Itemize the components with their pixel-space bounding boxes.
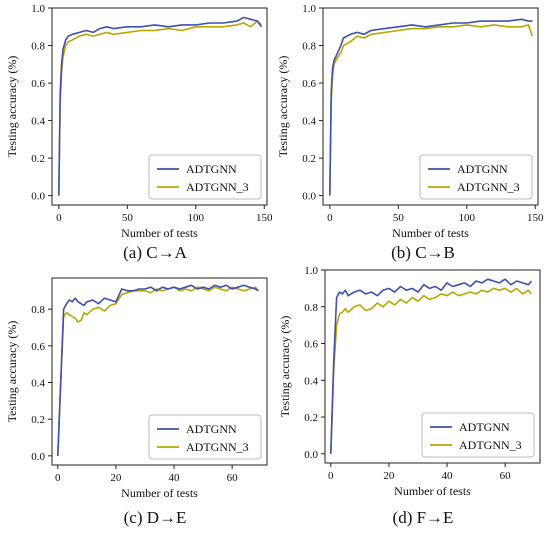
chart-panel-3: 0 20 40 60 0.0 0.2 0.4 0.6 0.8 Number of tests Tes… — [5, 277, 268, 527]
y-tick-label: 0.4 — [31, 378, 45, 390]
y-tick-label: 0.4 — [302, 116, 316, 128]
legend-label: ADTGNN — [459, 420, 510, 434]
chart-panel-4: 0 20 40 60 0.0 0.2 0.4 0.6 0.8 1.0 Number of tests… — [278, 265, 541, 527]
legend-box — [148, 414, 262, 460]
x-axis-label: Number of tests — [394, 484, 471, 498]
chart-panel-2: 0 50 100 150 0.0 0.2 0.4 0.6 0.8 1.0 Number of tes… — [276, 3, 544, 262]
legend-label: ADTGNN_3 — [459, 438, 522, 452]
y-tick-label: 0.0 — [31, 191, 45, 203]
y-tick-label: 0.6 — [302, 78, 316, 90]
x-tick-label: 60 — [500, 470, 512, 482]
x-tick-label: 100 — [188, 212, 205, 224]
y-tick-label: 0.8 — [31, 41, 45, 53]
x-tick-label: 150 — [527, 212, 544, 224]
x-tick-label: 0 — [56, 212, 62, 224]
plot-frame — [324, 269, 541, 464]
y-tick-label: 0.6 — [31, 341, 45, 353]
y-tick-label: 0.8 — [31, 304, 45, 316]
x-tick-label: 0 — [328, 470, 334, 482]
y-tick-label: 0.0 — [302, 191, 316, 203]
series-line-adtgnn — [58, 16, 263, 196]
y-axis-label: Testing accuracy (%) — [5, 321, 19, 423]
legend-label: ADTGNN_3 — [186, 440, 249, 454]
x-axis-label: Number of tests — [121, 226, 198, 240]
series-line-adtgnn_3 — [58, 20, 263, 196]
y-tick-label: 0.6 — [31, 78, 45, 90]
legend-label: ADTGNN — [457, 162, 508, 176]
y-tick-label: 0.8 — [302, 41, 316, 53]
x-tick-label: 50 — [122, 212, 134, 224]
plot-frame — [322, 7, 539, 206]
legend-box — [419, 154, 533, 200]
y-tick-label: 1.0 — [302, 3, 316, 15]
legend: ADTGNN ADTGNN_3 — [419, 154, 533, 200]
x-tick-label: 60 — [227, 472, 239, 484]
x-tick-label: 20 — [110, 472, 122, 484]
legend: ADTGNN ADTGNN_3 — [148, 414, 262, 460]
legend-box — [421, 412, 535, 458]
panel-caption: (d) F→E — [393, 508, 454, 527]
legend-label: ADTGNN_3 — [457, 180, 520, 194]
y-tick-label: 0.0 — [31, 451, 45, 463]
y-tick-label: 0.8 — [304, 302, 318, 314]
series-line-adtgnn_3 — [57, 286, 259, 456]
y-tick-label: 0.2 — [302, 153, 316, 165]
series-line-adtgnn_3 — [329, 24, 534, 196]
legend-label: ADTGNN — [186, 162, 237, 176]
legend-label: ADTGNN — [186, 422, 237, 436]
legend-label: ADTGNN_3 — [186, 180, 249, 194]
x-axis-label: Number of tests — [392, 226, 469, 240]
panel-caption: (a) C→A — [123, 243, 187, 262]
plot-frame — [51, 7, 268, 206]
series-line-adtgnn_3 — [330, 287, 532, 454]
y-tick-label: 0.0 — [304, 449, 318, 461]
chart-panel-1: 0 50 100 150 0.0 0.2 0.4 0.6 0.8 1.0 Number of tes… — [5, 3, 273, 262]
plot-frame — [51, 277, 268, 466]
x-tick-label: 20 — [383, 470, 395, 482]
panel-caption: (b) C→B — [391, 243, 455, 262]
y-axis-label: Testing accuracy (%) — [278, 316, 292, 418]
y-tick-label: 1.0 — [304, 265, 318, 277]
y-tick-label: 1.0 — [31, 3, 45, 15]
x-tick-label: 50 — [393, 212, 405, 224]
x-tick-label: 40 — [169, 472, 181, 484]
y-tick-label: 0.2 — [31, 153, 45, 165]
y-tick-label: 0.4 — [304, 375, 318, 387]
y-tick-label: 0.2 — [31, 414, 45, 426]
y-tick-label: 0.6 — [304, 339, 318, 351]
x-tick-label: 0 — [327, 212, 333, 224]
y-axis-label: Testing accuracy (%) — [276, 56, 290, 158]
series-line-adtgnn — [330, 278, 532, 454]
y-tick-label: 0.4 — [31, 116, 45, 128]
x-tick-label: 150 — [256, 212, 273, 224]
series-line-adtgnn — [57, 284, 259, 456]
y-tick-label: 0.2 — [304, 412, 318, 424]
panel-caption: (c) D→E — [124, 508, 187, 527]
legend: ADTGNN ADTGNN_3 — [148, 154, 262, 200]
x-tick-label: 0 — [55, 472, 61, 484]
x-tick-label: 40 — [442, 470, 454, 482]
y-axis-label: Testing accuracy (%) — [5, 56, 19, 158]
legend: ADTGNN ADTGNN_3 — [421, 412, 535, 458]
x-tick-label: 100 — [459, 212, 476, 224]
series-line-adtgnn — [329, 18, 533, 196]
x-axis-label: Number of tests — [121, 486, 198, 500]
legend-box — [148, 154, 262, 200]
